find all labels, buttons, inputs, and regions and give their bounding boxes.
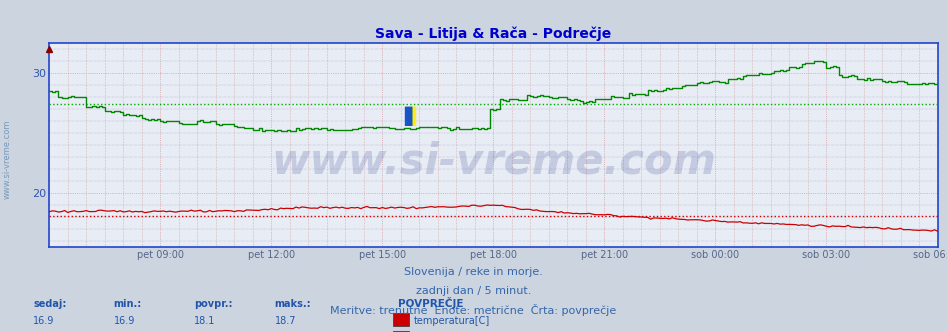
Text: ▌: ▌ <box>404 106 420 126</box>
Text: Slovenija / reke in morje.: Slovenija / reke in morje. <box>404 267 543 277</box>
Text: www.si-vreme.com: www.si-vreme.com <box>271 140 716 183</box>
Text: Meritve: trenutne  Enote: metrične  Črta: povprečje: Meritve: trenutne Enote: metrične Črta: … <box>331 304 616 316</box>
Text: min.:: min.: <box>114 299 142 309</box>
Text: zadnji dan / 5 minut.: zadnji dan / 5 minut. <box>416 286 531 295</box>
Text: www.si-vreme.com: www.si-vreme.com <box>3 120 12 199</box>
Text: 16.9: 16.9 <box>114 316 135 326</box>
Title: Sava - Litija & Rača - Podrečje: Sava - Litija & Rača - Podrečje <box>375 26 612 41</box>
Text: povpr.:: povpr.: <box>194 299 233 309</box>
Text: temperatura[C]: temperatura[C] <box>414 316 491 326</box>
Text: POVPREČJE: POVPREČJE <box>398 297 463 309</box>
Text: sedaj:: sedaj: <box>33 299 66 309</box>
Text: 16.9: 16.9 <box>33 316 55 326</box>
Text: 18.7: 18.7 <box>275 316 296 326</box>
Text: 18.1: 18.1 <box>194 316 216 326</box>
Text: ▐: ▐ <box>401 106 415 126</box>
Text: maks.:: maks.: <box>275 299 312 309</box>
